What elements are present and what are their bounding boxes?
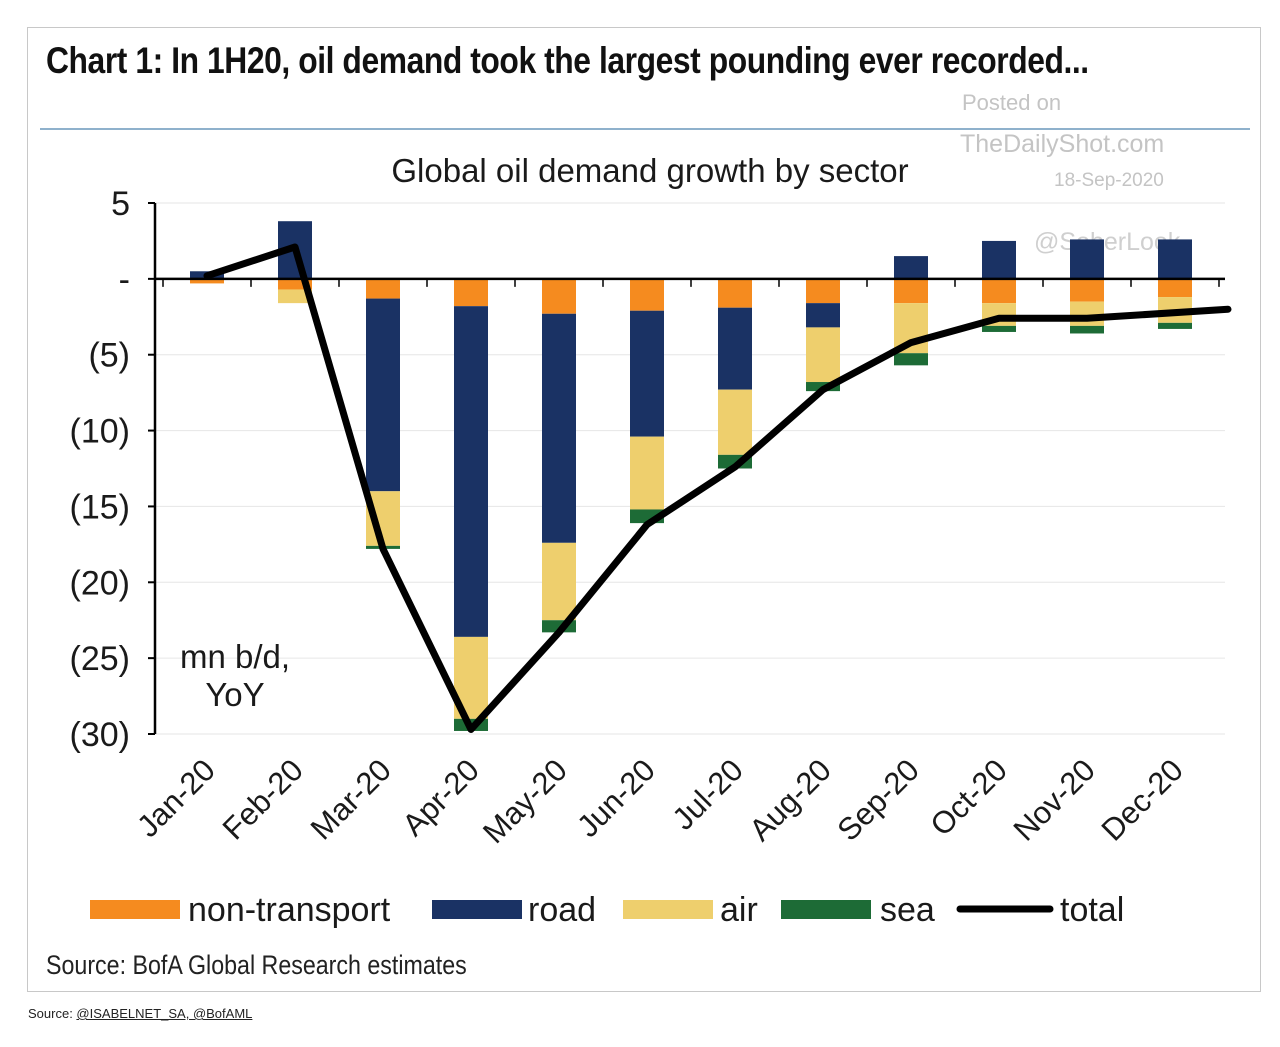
bar-air-Aug-20 — [806, 327, 840, 383]
watermark-posted: Posted on — [962, 90, 1062, 115]
bar-air-Jun-20 — [630, 436, 664, 510]
bar-road-Dec-20 — [1158, 239, 1192, 279]
y-tick-label: (10) — [70, 413, 130, 451]
image-credit: Source: @ISABELNET_SA, @BofAML — [28, 1006, 252, 1021]
bar-non-transport-Apr-20 — [454, 278, 488, 307]
bar-road-Mar-20 — [366, 298, 400, 492]
series-line-total — [203, 243, 1232, 733]
y-tick-label: (5) — [88, 337, 130, 375]
y-tick-label: (15) — [70, 488, 130, 526]
bar-air-Jul-20 — [718, 389, 752, 455]
y-unit-label-line2: YoY — [205, 676, 264, 713]
bar-road-Apr-20 — [454, 306, 488, 637]
chart-title: Global oil demand growth by sector — [391, 152, 908, 189]
bar-non-transport-Jan-20 — [190, 278, 224, 284]
x-tick-label: Dec-20 — [1095, 752, 1190, 847]
bar-air-May-20 — [542, 542, 576, 621]
x-tick-label: Nov-20 — [1007, 752, 1102, 847]
bar-non-transport-Oct-20 — [982, 278, 1016, 304]
bar-road-Jun-20 — [630, 310, 664, 437]
watermark-date: 18-Sep-2020 — [1054, 170, 1164, 191]
legend-label-air: air — [720, 891, 758, 929]
bar-sea-Dec-20 — [1158, 322, 1192, 329]
y-tick-label: (25) — [70, 640, 130, 678]
bar-non-transport-Mar-20 — [366, 278, 400, 299]
credit-prefix: Source: — [28, 1006, 77, 1021]
bar-non-transport-Jul-20 — [718, 278, 752, 308]
bar-air-Feb-20 — [278, 289, 312, 304]
x-tick-label: May-20 — [476, 752, 574, 850]
x-tick-label: Oct-20 — [923, 752, 1014, 843]
chart-source-note: Source: BofA Global Research estimates — [46, 950, 467, 980]
y-tick-label: (20) — [70, 564, 130, 602]
legend-label-road: road — [528, 891, 596, 929]
legend-label-total: total — [1060, 891, 1124, 929]
legend-label-sea: sea — [880, 891, 935, 929]
bar-road-Sep-20 — [894, 256, 928, 279]
bar-sea-Sep-20 — [894, 353, 928, 366]
x-tick-label: Feb-20 — [216, 752, 310, 846]
x-tick-label: Jun-20 — [570, 752, 662, 844]
bar-non-transport-Jun-20 — [630, 278, 664, 311]
bar-non-transport-Sep-20 — [894, 278, 928, 304]
bar-road-Nov-20 — [1070, 239, 1104, 279]
legend-swatch-road — [432, 900, 522, 919]
title-divider — [40, 128, 1250, 130]
watermark-site: TheDailyShot.com — [960, 130, 1165, 158]
x-tick-label: Sep-20 — [831, 752, 926, 847]
page-title: Chart 1: In 1H20, oil demand took the la… — [46, 40, 1089, 81]
legend-swatch-non-transport — [90, 900, 180, 919]
legend-label-non-transport: non-transport — [188, 891, 391, 929]
bar-non-transport-Dec-20 — [1158, 278, 1192, 298]
y-tick-label: - — [119, 261, 130, 299]
bar-non-transport-Feb-20 — [278, 278, 312, 290]
bar-road-Aug-20 — [806, 303, 840, 328]
x-tick-label: Aug-20 — [743, 752, 838, 847]
bar-non-transport-May-20 — [542, 278, 576, 314]
legend-swatch-sea — [781, 900, 871, 919]
x-tick-label: Jan-20 — [130, 752, 222, 844]
y-tick-label: 5 — [111, 185, 130, 223]
bar-non-transport-Aug-20 — [806, 278, 840, 304]
bar-road-Jul-20 — [718, 307, 752, 390]
bar-non-transport-Nov-20 — [1070, 278, 1104, 302]
bar-air-Nov-20 — [1070, 301, 1104, 326]
bar-sea-Nov-20 — [1070, 325, 1104, 334]
bar-sea-Oct-20 — [982, 325, 1016, 332]
credit-link[interactable]: @ISABELNET_SA, @BofAML — [76, 1006, 253, 1021]
legend-swatch-air — [623, 900, 713, 919]
bar-road-Oct-20 — [982, 240, 1016, 279]
y-tick-label: (30) — [70, 716, 130, 754]
x-tick-label: Apr-20 — [395, 752, 486, 843]
bar-road-May-20 — [542, 313, 576, 543]
watermark-handle: @SoberLook — [1034, 228, 1181, 256]
y-unit-label-line1: mn b/d, — [180, 638, 290, 675]
x-tick-label: Jul-20 — [665, 752, 749, 836]
x-tick-label: Mar-20 — [304, 752, 398, 846]
